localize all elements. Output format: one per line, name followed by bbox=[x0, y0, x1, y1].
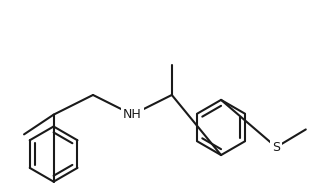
Text: S: S bbox=[272, 141, 280, 154]
Text: NH: NH bbox=[123, 108, 142, 121]
